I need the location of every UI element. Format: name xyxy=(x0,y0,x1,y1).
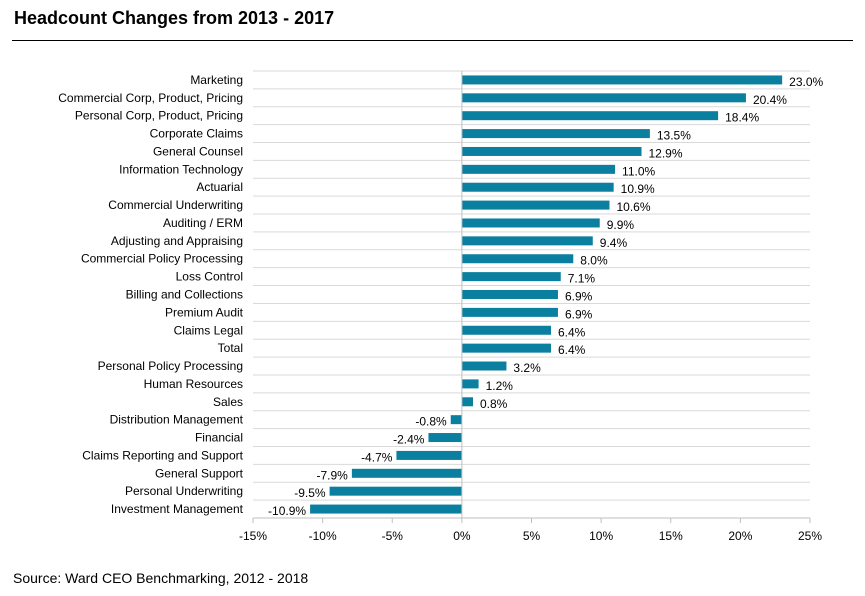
value-label: 9.4% xyxy=(600,236,628,250)
value-label: 0.8% xyxy=(480,397,508,411)
category-label: Loss Control xyxy=(176,270,243,284)
bar xyxy=(450,415,462,425)
chart-title: Headcount Changes from 2013 - 2017 xyxy=(14,8,335,28)
bar xyxy=(461,236,593,246)
category-label: Corporate Claims xyxy=(150,127,243,141)
x-tick-label: -5% xyxy=(382,529,404,543)
bar xyxy=(461,129,650,139)
value-label: -0.8% xyxy=(415,415,447,429)
category-label: Personal Policy Processing xyxy=(98,359,243,373)
value-label: 23.0% xyxy=(789,75,823,89)
category-label: Personal Underwriting xyxy=(125,484,243,498)
value-label: 6.9% xyxy=(565,290,593,304)
value-label: 13.5% xyxy=(657,129,691,143)
category-label: Adjusting and Appraising xyxy=(111,234,243,248)
value-label: -10.9% xyxy=(268,504,306,518)
bars xyxy=(310,75,783,514)
value-label: 8.0% xyxy=(580,254,608,268)
value-labels: 23.0%20.4% 18.4% 13.5% 12.9% 11.0% 10.9% 10.6%… xyxy=(268,75,823,518)
category-label: General Support xyxy=(155,466,244,480)
category-label: Marketing xyxy=(190,73,243,87)
bar xyxy=(461,146,642,156)
bar xyxy=(461,254,574,264)
bar xyxy=(461,272,561,282)
category-label: Claims Reporting and Support xyxy=(82,448,243,462)
x-tick-label: 25% xyxy=(798,529,822,543)
value-label: 10.9% xyxy=(621,182,655,196)
x-tick-label: 5% xyxy=(523,529,541,543)
value-label: 1.2% xyxy=(486,379,514,393)
value-label: 6.4% xyxy=(558,325,586,339)
category-label: Claims Legal xyxy=(174,323,243,337)
category-label: Total xyxy=(218,341,243,355)
category-label: Sales xyxy=(213,395,243,409)
bar xyxy=(461,379,479,389)
x-tick-label: 20% xyxy=(728,529,752,543)
value-label: 12.9% xyxy=(649,146,683,160)
bar xyxy=(461,290,558,299)
x-tick-label: 10% xyxy=(589,529,613,543)
value-label: 11.0% xyxy=(622,164,655,178)
value-label: 18.4% xyxy=(725,111,759,125)
bar xyxy=(461,343,551,353)
bar xyxy=(461,325,551,335)
bar xyxy=(310,504,462,514)
x-tick-label: 0% xyxy=(453,529,471,543)
category-label: Investment Management xyxy=(111,502,244,516)
category-label: Premium Audit xyxy=(165,305,244,319)
bar xyxy=(461,218,600,228)
value-label: 6.9% xyxy=(565,307,593,321)
category-label: Billing and Collections xyxy=(126,288,243,302)
category-label: Actuarial xyxy=(196,180,243,194)
category-label: Auditing / ERM xyxy=(163,216,243,230)
category-label: Information Technology xyxy=(119,162,243,176)
value-label: 7.1% xyxy=(568,272,596,286)
category-label: General Counsel xyxy=(153,144,243,158)
category-label: Commercial Underwriting xyxy=(108,198,243,212)
bar xyxy=(461,397,474,407)
bar xyxy=(461,200,610,210)
bar xyxy=(461,307,558,317)
source-note: Source: Ward CEO Benchmarking, 2012 - 20… xyxy=(13,570,309,586)
bar xyxy=(461,111,719,121)
value-label: 9.9% xyxy=(607,218,635,232)
bar xyxy=(461,182,614,192)
x-tick-label: 15% xyxy=(659,529,683,543)
bar xyxy=(351,468,462,478)
value-label: 20.4% xyxy=(753,93,787,107)
value-label: 10.6% xyxy=(616,200,650,214)
value-label: -2.4% xyxy=(393,433,425,447)
axes xyxy=(252,71,811,523)
x-tick-label: -15% xyxy=(239,529,267,543)
value-label: -7.9% xyxy=(317,468,349,482)
bar xyxy=(461,93,746,103)
category-label: Financial xyxy=(195,431,243,445)
gridlines xyxy=(253,70,810,519)
category-label: Commercial Policy Processing xyxy=(81,252,243,266)
category-label: Human Resources xyxy=(144,377,243,391)
bar xyxy=(396,450,462,460)
x-tick-labels: -15% -10% -5% 0% 5% 10% 15% 20% 25% xyxy=(239,529,822,543)
bar xyxy=(461,75,783,85)
bar xyxy=(329,486,462,496)
bar xyxy=(428,433,462,443)
category-label: Commercial Corp, Product, Pricing xyxy=(58,91,243,105)
title-divider xyxy=(12,40,853,41)
value-label: -9.5% xyxy=(294,486,326,500)
value-label: 6.4% xyxy=(558,343,586,357)
category-label: Personal Corp, Product, Pricing xyxy=(75,109,243,123)
bar xyxy=(461,164,616,174)
x-tick-label: -10% xyxy=(309,529,337,543)
bar-chart: Marketing Commercial Corp, Product, Prici… xyxy=(58,70,824,543)
value-label: 3.2% xyxy=(513,361,541,375)
category-label: Distribution Management xyxy=(110,413,244,427)
bar xyxy=(461,361,507,371)
value-label: -4.7% xyxy=(361,450,393,464)
category-labels: Marketing Commercial Corp, Product, Prici… xyxy=(58,73,243,516)
